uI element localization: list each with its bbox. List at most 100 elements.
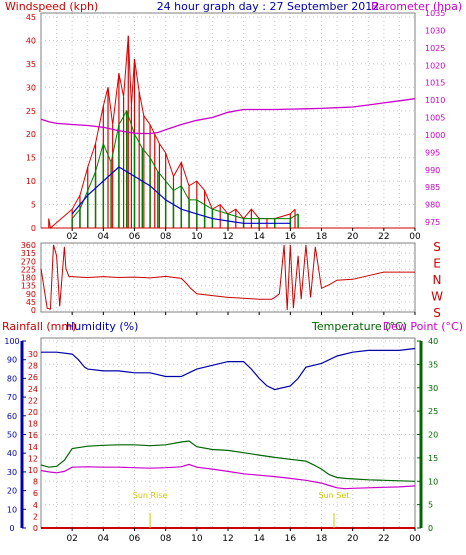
temperature-tick-label: 5	[428, 501, 433, 510]
barometer-tick-label: 980	[425, 201, 440, 210]
barometer-tick-label: 985	[425, 183, 440, 192]
time-tick-label: 08	[160, 534, 172, 544]
temperature-tick-label: 0	[428, 524, 433, 533]
temperature-tick-label: 30	[428, 384, 438, 393]
sun-annotation: Sun Set	[319, 491, 350, 500]
compass-label: S	[433, 240, 441, 254]
direction-tick-label: 360	[21, 241, 36, 250]
humidity-tick-label: 90	[7, 356, 17, 365]
rainfall-tick-label: 0	[33, 524, 38, 533]
barometer-tick-label: 995	[425, 148, 440, 157]
rain-humidity-temperature-panel: 0102030405060708090100024681012141618202…	[4, 337, 438, 544]
barometer-tick-label: 1025	[425, 44, 445, 53]
time-tick-label: 00	[409, 232, 421, 242]
humidity-tick-label: 50	[7, 431, 17, 440]
humidity-tick-label: 100	[4, 337, 19, 346]
temperature-tick-label: 35	[428, 360, 438, 369]
humidity-tick-label: 60	[7, 412, 17, 421]
barometer-tick-label: 1015	[425, 79, 445, 88]
time-tick-label: 12	[222, 534, 233, 544]
time-tick-label: 02	[66, 232, 77, 242]
rainfall-tick-label: 2	[33, 512, 38, 521]
temperature-axis-label: Temperature (°C)	[311, 320, 407, 333]
direction-tick-label: 225	[21, 265, 36, 274]
direction-tick-label: 270	[21, 257, 36, 266]
barometer-tick-label: 1035	[425, 9, 445, 18]
direction-tick-label: 45	[26, 298, 36, 307]
compass-label: N	[433, 273, 442, 287]
rainfall-tick-label: 10	[28, 466, 38, 475]
wind-avg-line	[71, 109, 299, 220]
windspeed-tick-label: 25	[26, 107, 36, 116]
barometer-tick-label: 1020	[425, 61, 445, 70]
direction-tick-label: 0	[31, 306, 36, 315]
direction-tick-label: 135	[21, 282, 36, 291]
barometer-tick-label: 1000	[425, 131, 445, 140]
rainfall-tick-label: 12	[28, 454, 38, 463]
time-tick-label: 18	[316, 232, 328, 242]
temperature-tick-label: 20	[428, 431, 438, 440]
rainfall-axis-label: Rainfall (mm)	[2, 320, 76, 333]
rainfall-tick-label: 8	[33, 478, 38, 487]
time-tick-label: 04	[98, 534, 110, 544]
rainfall-tick-label: 18	[28, 420, 38, 429]
wind-gust-line	[48, 35, 296, 229]
time-tick-label: 02	[66, 534, 77, 544]
direction-tick-label: 90	[26, 290, 36, 299]
rainfall-tick-label: 4	[33, 501, 38, 510]
barometer-axis-label: Barometer (hpa)	[371, 0, 462, 13]
graph-title: 24 hour graph day : 27 September 2012	[157, 0, 380, 13]
time-tick-label: 20	[347, 534, 359, 544]
wind-direction-line	[40, 244, 415, 311]
compass-label: E	[433, 257, 441, 271]
barometer-tick-label: 1030	[425, 26, 445, 35]
temperature-tick-label: 10	[428, 477, 438, 486]
barometer-tick-label: 1010	[425, 96, 445, 105]
direction-tick-label: 180	[21, 274, 36, 283]
compass-label: W	[431, 290, 443, 304]
rainfall-tick-label: 14	[28, 443, 38, 452]
temperature-tick-label: 15	[428, 454, 438, 463]
time-tick-label: 20	[347, 232, 359, 242]
dewpoint-line	[40, 463, 416, 490]
time-tick-label: 04	[98, 232, 110, 242]
time-tick-label: 16	[285, 534, 297, 544]
windspeed-axis-label: Windspeed (kph)	[5, 0, 98, 13]
time-tick-label: 22	[378, 534, 389, 544]
time-tick-label: 00	[409, 534, 421, 544]
time-tick-label: 14	[253, 534, 265, 544]
humidity-tick-label: 20	[7, 487, 17, 496]
time-tick-label: 06	[129, 534, 141, 544]
rainfall-tick-label: 22	[28, 396, 38, 405]
rainfall-tick-label: 26	[28, 373, 38, 382]
temperature-line	[40, 440, 416, 482]
windspeed-tick-label: 40	[26, 36, 36, 45]
direction-tick-label: 315	[21, 249, 36, 258]
temperature-tick-label: 40	[428, 337, 438, 346]
time-tick-label: 16	[285, 232, 297, 242]
humidity-tick-label: 80	[7, 374, 17, 383]
windspeed-tick-label: 20	[26, 130, 36, 139]
rainfall-tick-label: 16	[28, 431, 38, 440]
windspeed-tick-label: 10	[26, 177, 36, 186]
rainfall-tick-label: 28	[28, 362, 38, 371]
dewpoint-axis-label: Dew Point (°C)	[383, 320, 463, 333]
barometer-tick-label: 1005	[425, 114, 445, 123]
barometer-line	[40, 98, 416, 135]
windspeed-tick-label: 30	[26, 83, 36, 92]
windspeed-tick-label: 45	[26, 13, 36, 22]
humidity-tick-label: 40	[7, 449, 17, 458]
time-tick-label: 14	[253, 232, 265, 242]
humidity-line	[41, 347, 416, 391]
windspeed-tick-label: 5	[31, 201, 36, 210]
windspeed-tick-label: 15	[26, 154, 36, 163]
sun-annotation: Sun Rise	[133, 491, 168, 500]
barometer-tick-label: 975	[425, 218, 440, 227]
time-tick-label: 12	[222, 232, 233, 242]
rainfall-tick-label: 20	[28, 408, 38, 417]
barometer-tick-label: 990	[425, 166, 440, 175]
windspeed-tick-label: 0	[31, 224, 36, 233]
wind-average-trend	[71, 166, 291, 224]
